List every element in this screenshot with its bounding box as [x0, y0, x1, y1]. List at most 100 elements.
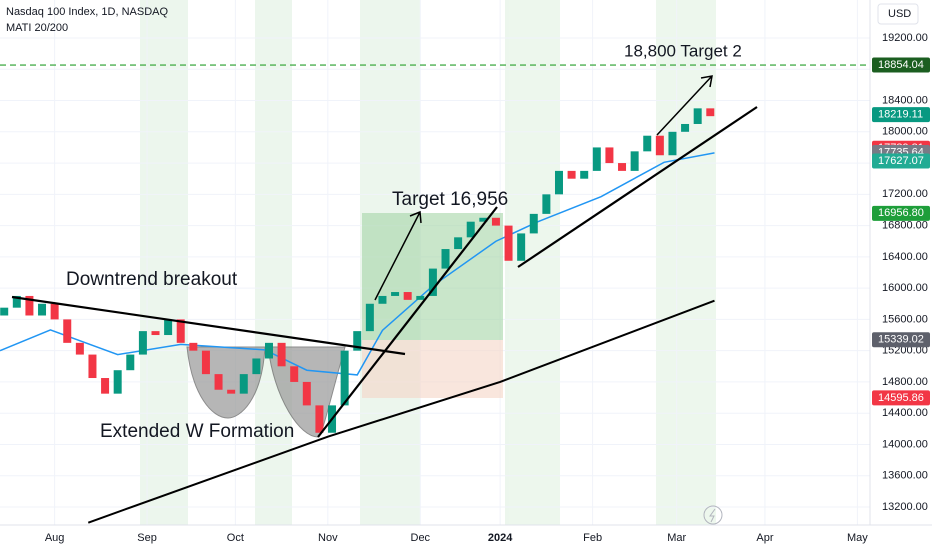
y-tick-label: 18000.00 — [882, 126, 928, 138]
x-tick-label: Feb — [583, 532, 602, 544]
candle — [63, 319, 72, 343]
x-tick-label: Dec — [411, 532, 431, 544]
y-tick-label: 16800.00 — [882, 220, 928, 232]
price-label: 18854.04 — [878, 59, 924, 71]
candle — [454, 237, 463, 250]
candle — [25, 295, 34, 316]
candle — [315, 405, 324, 433]
candle — [151, 331, 160, 336]
candle — [138, 331, 147, 355]
y-tick-label: 14400.00 — [882, 407, 928, 419]
marks — [0, 64, 870, 524]
candle — [0, 307, 9, 316]
candle — [554, 170, 563, 195]
price-label: 17627.07 — [878, 155, 924, 167]
candle — [706, 108, 715, 117]
candle — [592, 147, 601, 171]
price-label: 16956.80 — [878, 207, 924, 219]
price-label: 15339.02 — [878, 334, 924, 346]
annotation: 18,800 Target 2 — [624, 41, 742, 60]
candle — [391, 292, 400, 296]
moving-average — [87, 299, 715, 524]
price-label-box — [872, 57, 930, 73]
candle — [655, 135, 664, 156]
candle — [113, 370, 122, 394]
y-tick-label: 18400.00 — [882, 94, 928, 106]
price-label-box — [872, 153, 930, 169]
candle — [643, 135, 652, 152]
candle — [630, 151, 639, 171]
trendline — [517, 106, 758, 268]
x-tick-label: Aug — [45, 532, 65, 544]
candle — [264, 342, 273, 359]
candle — [668, 131, 677, 156]
y-tick-label: 13600.00 — [882, 470, 928, 482]
y-tick-label: 14800.00 — [882, 376, 928, 388]
candle — [353, 331, 362, 351]
candle — [290, 366, 299, 382]
candle — [126, 354, 135, 371]
candle — [365, 303, 374, 332]
band — [656, 0, 716, 525]
x-tick-label: Mar — [667, 532, 686, 544]
candle — [75, 342, 84, 355]
candle — [441, 249, 450, 269]
axes: 13200.00 13600.00 14000.00 14400.00 14800.00… — [45, 32, 930, 544]
candle — [416, 295, 425, 300]
candle — [38, 303, 47, 316]
y-tick-label: 15600.00 — [882, 313, 928, 325]
trendline — [317, 206, 498, 438]
band — [255, 0, 292, 525]
candle — [693, 108, 702, 124]
candle — [428, 268, 437, 296]
candle — [189, 342, 198, 351]
candle — [50, 303, 59, 320]
x-tick-label: Apr — [756, 532, 773, 544]
icon[interactable] — [703, 505, 723, 525]
candle — [466, 221, 475, 238]
candle — [101, 378, 110, 394]
candle — [403, 292, 412, 300]
candle — [201, 350, 210, 375]
moving-average — [0, 152, 715, 376]
annotation: Extended W Formation — [100, 421, 294, 442]
y-tick-label: 17200.00 — [882, 188, 928, 200]
candle — [252, 358, 261, 375]
price-label: 18219.11 — [878, 109, 923, 121]
candle — [12, 295, 21, 308]
candle — [542, 194, 551, 214]
price-label-box — [872, 205, 930, 221]
stop-box — [362, 340, 503, 398]
indicator-name: MATI 20/200 — [6, 22, 68, 34]
annotation: Target 16,956 — [392, 189, 508, 210]
chart-title: Nasdaq 100 Index, 1D, NASDAQ — [6, 6, 168, 18]
price-label-box — [872, 107, 930, 123]
candle — [504, 225, 513, 261]
price-label: 14595.86 — [878, 392, 924, 404]
candle — [302, 381, 311, 406]
candle — [277, 342, 286, 367]
candle — [176, 319, 185, 343]
candle — [378, 295, 387, 304]
trendline — [11, 295, 406, 356]
arrow — [374, 210, 422, 301]
currency: USD — [888, 8, 911, 20]
candle — [479, 217, 488, 222]
currency-button[interactable] — [877, 3, 919, 25]
y-tick-label: 16000.00 — [882, 282, 928, 294]
annotation: Downtrend breakout — [66, 269, 238, 290]
candle — [340, 350, 349, 406]
candle — [580, 170, 589, 179]
candle — [227, 389, 236, 394]
x-tick-label: 2024 — [488, 532, 513, 544]
band — [140, 0, 188, 525]
arrow — [656, 75, 713, 136]
candle — [681, 123, 690, 132]
candle — [517, 233, 526, 261]
y-tick-label: 16400.00 — [882, 251, 928, 263]
y-tick-label: 19200.00 — [882, 32, 928, 44]
candle — [491, 217, 500, 226]
y-tick-label: 15200.00 — [882, 345, 928, 357]
band — [505, 0, 560, 525]
